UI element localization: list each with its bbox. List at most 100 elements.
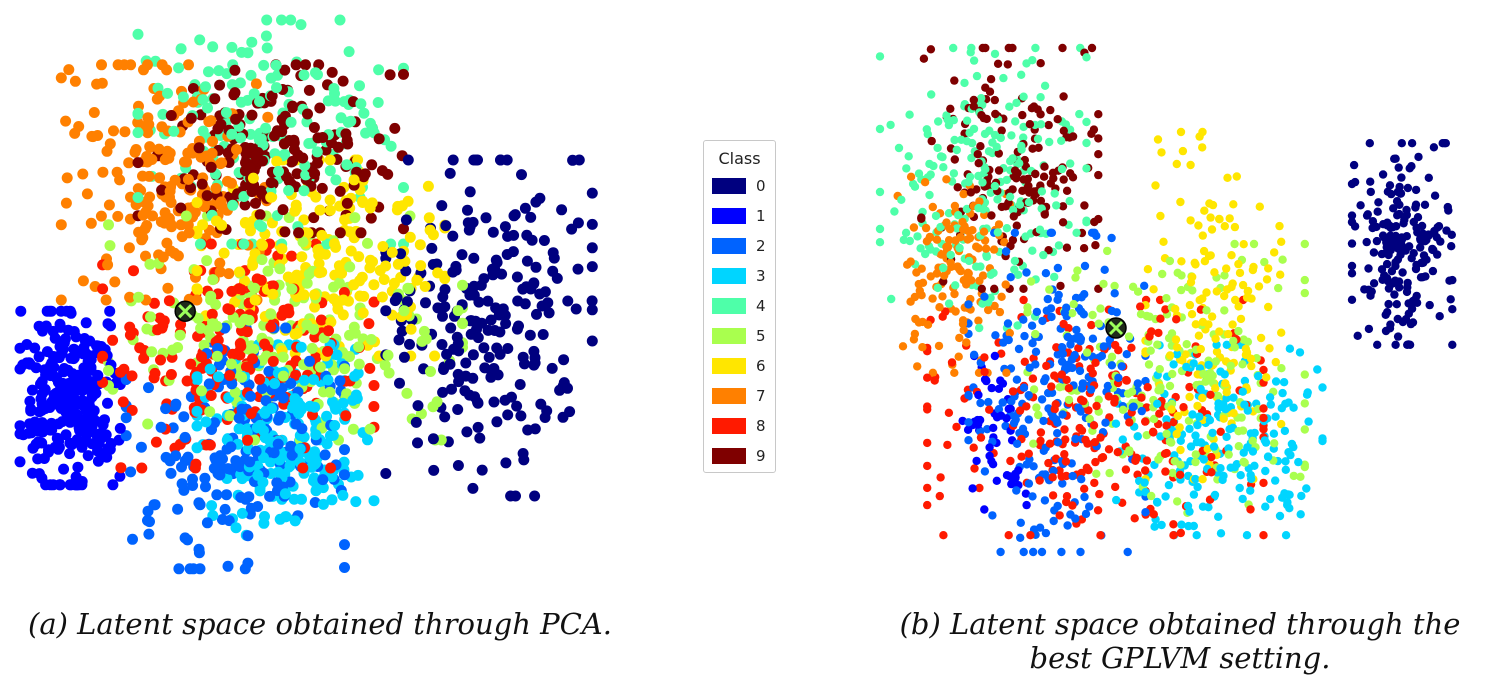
scatter-point-class-3 — [1280, 426, 1290, 436]
scatter-point-class-5 — [1260, 257, 1269, 267]
scatter-point-class-8 — [944, 408, 954, 417]
scatter-point-class-4 — [944, 120, 954, 130]
scatter-point-class-7 — [942, 175, 951, 184]
scatter-point-class-7 — [1000, 238, 1009, 247]
scatter-point-class-6 — [1173, 411, 1182, 421]
scatter-point-class-0 — [446, 383, 457, 395]
scatter-point-class-3 — [1278, 388, 1287, 398]
scatter-point-class-4 — [1012, 98, 1021, 108]
scatter-point-class-2 — [1077, 475, 1086, 484]
legend-swatch — [712, 448, 746, 464]
scatter-point-class-0 — [543, 307, 555, 319]
scatter-point-class-0 — [502, 343, 514, 354]
scatter-point-class-0 — [482, 295, 494, 307]
scatter-point-class-0 — [542, 297, 554, 309]
scatter-point-class-8 — [923, 483, 932, 493]
scatter-point-class-9 — [953, 183, 962, 192]
scatter-point-class-8 — [322, 345, 334, 357]
scatter-point-class-7 — [154, 172, 166, 184]
gplvm-scatter-plot — [875, 43, 1457, 557]
scatter-point-class-8 — [1259, 478, 1268, 488]
scatter-point-class-5 — [277, 351, 289, 363]
scatter-point-class-0 — [556, 204, 568, 216]
scatter-point-class-4 — [992, 142, 1001, 152]
scatter-point-class-0 — [437, 291, 449, 303]
scatter-point-class-6 — [376, 291, 388, 303]
scatter-point-class-1 — [30, 362, 42, 374]
scatter-point-class-0 — [1401, 315, 1411, 324]
scatter-point-class-1 — [972, 456, 981, 466]
scatter-point-class-2 — [1074, 403, 1083, 412]
scatter-point-class-1 — [47, 325, 59, 337]
scatter-point-class-8 — [1088, 369, 1097, 378]
scatter-point-class-1 — [49, 392, 61, 404]
scatter-point-class-6 — [1199, 246, 1209, 256]
scatter-point-class-7 — [914, 279, 923, 289]
scatter-point-class-6 — [289, 205, 301, 217]
scatter-point-class-3 — [1289, 403, 1298, 412]
scatter-point-class-1 — [973, 420, 983, 429]
scatter-point-class-4 — [261, 14, 273, 26]
scatter-point-class-9 — [279, 226, 291, 238]
scatter-point-class-0 — [470, 154, 482, 166]
scatter-point-class-7 — [921, 223, 931, 233]
scatter-point-class-0 — [1438, 139, 1447, 148]
scatter-point-class-0 — [517, 448, 529, 459]
scatter-point-class-3 — [279, 511, 291, 523]
scatter-point-class-6 — [276, 243, 288, 255]
scatter-point-class-0 — [539, 286, 551, 298]
scatter-point-class-2 — [1041, 470, 1050, 479]
scatter-point-class-2 — [203, 378, 215, 390]
scatter-point-class-0 — [1391, 154, 1400, 163]
scatter-point-class-0 — [499, 221, 511, 233]
caption-b-line1: (b) Latent space obtained through the — [899, 607, 1461, 641]
scatter-point-class-9 — [302, 108, 313, 120]
scatter-point-class-7 — [951, 307, 960, 316]
scatter-point-class-6 — [325, 316, 337, 328]
scatter-point-class-9 — [991, 109, 1000, 119]
scatter-point-class-6 — [1207, 312, 1217, 321]
scatter-point-class-3 — [1225, 425, 1234, 434]
scatter-point-class-6 — [1270, 248, 1279, 257]
scatter-point-class-8 — [1122, 375, 1131, 385]
scatter-point-class-1 — [33, 351, 45, 363]
scatter-point-class-2 — [964, 436, 973, 445]
scatter-point-class-0 — [524, 329, 536, 341]
scatter-point-class-4 — [986, 188, 995, 197]
scatter-point-class-2 — [201, 517, 213, 529]
scatter-point-class-7 — [995, 307, 1005, 317]
scatter-point-class-0 — [586, 242, 598, 254]
scatter-point-class-3 — [1238, 387, 1247, 396]
scatter-point-class-0 — [380, 468, 392, 479]
scatter-point-class-7 — [104, 138, 116, 150]
scatter-point-class-5 — [1144, 360, 1154, 369]
scatter-point-class-4 — [1017, 145, 1026, 154]
scatter-point-class-1 — [981, 376, 991, 385]
scatter-point-class-0 — [547, 265, 559, 277]
scatter-point-class-2 — [256, 383, 268, 394]
scatter-point-class-6 — [1239, 240, 1248, 249]
scatter-point-class-5 — [348, 321, 360, 333]
scatter-point-class-1 — [64, 448, 76, 460]
scatter-point-class-9 — [250, 150, 262, 162]
scatter-point-class-8 — [368, 296, 380, 308]
scatter-point-class-6 — [405, 323, 417, 335]
scatter-point-class-7 — [231, 144, 242, 156]
scatter-point-class-2 — [263, 365, 275, 377]
scatter-point-class-6 — [247, 259, 259, 271]
scatter-point-class-2 — [339, 469, 350, 481]
scatter-point-class-0 — [530, 261, 542, 273]
scatter-point-class-0 — [1411, 264, 1421, 274]
scatter-point-class-6 — [1149, 285, 1158, 294]
scatter-point-class-8 — [1028, 374, 1038, 383]
scatter-point-class-8 — [124, 329, 136, 341]
scatter-point-class-4 — [328, 83, 340, 94]
scatter-point-class-0 — [1378, 170, 1388, 179]
scatter-point-class-4 — [965, 172, 975, 182]
scatter-point-class-4 — [967, 153, 976, 163]
scatter-point-class-9 — [244, 162, 256, 174]
scatter-point-class-2 — [1049, 466, 1058, 476]
scatter-point-class-0 — [1397, 173, 1406, 182]
scatter-point-class-2 — [1022, 268, 1031, 277]
scatter-point-class-5 — [1082, 348, 1092, 357]
